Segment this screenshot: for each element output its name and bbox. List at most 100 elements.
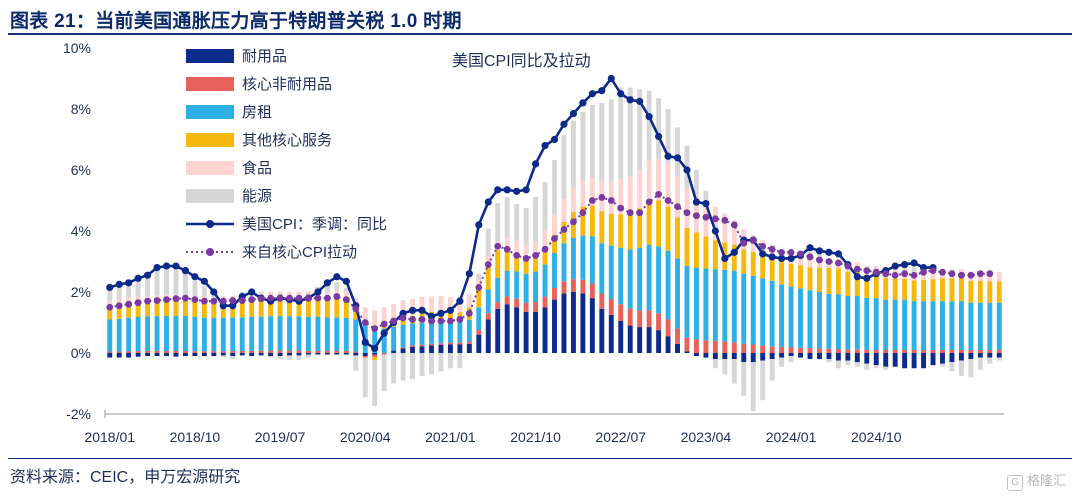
- legend: 耐用品核心非耐用品房租其他核心服务食品能源美国CPI：季调：同比来自核心CPI拉…: [186, 48, 387, 261]
- bar-segment: [542, 231, 548, 248]
- bar-segment: [911, 267, 917, 272]
- bar-segment: [135, 303, 141, 318]
- bar-segment: [741, 353, 747, 363]
- bar-segment: [296, 350, 302, 353]
- bar-segment: [798, 347, 804, 353]
- watermark: G 格隆汇: [1007, 470, 1066, 491]
- bar-segment: [627, 212, 633, 250]
- bar-segment: [466, 319, 472, 342]
- bar-segment: [864, 353, 870, 364]
- bar-segment: [769, 280, 775, 347]
- bar-segment: [438, 295, 444, 312]
- cpi-yoy-point: [371, 344, 379, 353]
- bar-segment: [552, 288, 557, 300]
- bar-segment: [958, 278, 964, 302]
- bar-segment: [438, 343, 444, 345]
- core-contribution-point: [295, 294, 303, 302]
- core-contribution-point: [617, 204, 625, 212]
- bar-segment: [703, 268, 709, 341]
- bar-segment: [164, 270, 169, 295]
- cpi-yoy-point: [484, 198, 492, 206]
- bar-segment: [334, 353, 340, 355]
- cpi-yoy-point: [891, 262, 899, 270]
- bar-segment: [145, 274, 151, 296]
- bar-segment: [873, 349, 879, 353]
- bar-segment: [807, 290, 813, 349]
- bar-segment: [230, 350, 236, 353]
- bar-segment: [637, 170, 643, 209]
- bar-segment: [996, 357, 1002, 361]
- bar-segment: [741, 362, 747, 396]
- bar-segment: [599, 243, 605, 294]
- core-contribution-point: [522, 255, 530, 262]
- cpi-yoy-point: [626, 96, 634, 104]
- cpi-yoy-point: [806, 244, 814, 252]
- bar-segment: [949, 301, 955, 350]
- bar-segment: [154, 350, 160, 353]
- core-contribution-point: [797, 250, 804, 258]
- bar-segment: [769, 256, 775, 281]
- bar-segment: [608, 99, 614, 182]
- cpi-yoy-point: [815, 247, 824, 255]
- bar-segment: [826, 359, 832, 363]
- bar-segment: [220, 353, 226, 356]
- bar-segment: [618, 304, 624, 321]
- bar-segment: [447, 321, 453, 343]
- bar-segment: [854, 271, 860, 296]
- bar-segment: [930, 279, 936, 302]
- bar-segment: [164, 350, 169, 353]
- core-contribution-point: [532, 252, 539, 259]
- bar-segment: [760, 253, 766, 279]
- watermark-text: 格隆汇: [1026, 473, 1066, 488]
- bar-segment: [296, 355, 302, 361]
- bar-segment: [930, 301, 936, 350]
- core-contribution-point: [939, 268, 946, 276]
- core-contribution-point: [428, 317, 435, 325]
- bar-segment: [693, 339, 699, 353]
- core-contribution-point: [200, 297, 208, 305]
- bar-segment: [817, 348, 822, 353]
- bar-segment: [514, 240, 520, 253]
- bar-segment: [447, 296, 453, 313]
- bar-segment: [608, 314, 614, 353]
- core-contribution-point: [352, 305, 360, 313]
- bar-segment: [589, 178, 595, 206]
- x-tick-label: 2018/01: [84, 429, 135, 445]
- cpi-yoy-point: [446, 306, 455, 314]
- bar-segment: [116, 306, 122, 319]
- bar-segment: [561, 293, 567, 353]
- bar-segment: [684, 266, 690, 338]
- bar-segment: [712, 269, 718, 341]
- bar-segment: [343, 291, 349, 300]
- bar-segment: [391, 350, 397, 353]
- legend-label: 美国CPI：季调：同比: [242, 216, 387, 233]
- bar-segment: [154, 270, 160, 296]
- legend-swatch: [186, 49, 234, 63]
- footer-rule: [8, 458, 1072, 459]
- bar-segment: [429, 322, 434, 344]
- cpi-yoy-point: [115, 280, 123, 288]
- cpi-yoy-point: [579, 99, 587, 107]
- bar-segment: [731, 359, 737, 384]
- cpi-yoy-point: [711, 227, 719, 235]
- bar-segment: [788, 356, 794, 363]
- core-contribution-point: [115, 302, 123, 310]
- bar-segment: [391, 353, 397, 384]
- x-tick-label: 2020/04: [340, 429, 391, 445]
- bar-segment: [892, 299, 898, 350]
- bar-segment: [438, 321, 444, 344]
- bar-segment: [618, 320, 624, 353]
- core-contribution-point: [371, 325, 379, 332]
- bar-segment: [883, 366, 889, 370]
- y-tick-label: 6%: [71, 162, 91, 178]
- bar-segment: [287, 316, 292, 351]
- core-contribution-point: [447, 317, 454, 325]
- bar-segment: [769, 353, 775, 360]
- x-tick-label: 2023/04: [681, 429, 732, 445]
- axis-layer: -2% 0% 2% 4% 6% 8% 10% 2018/01 2018/10 2019/07 202…: [63, 40, 1004, 445]
- bar-segment: [419, 346, 425, 353]
- bar-segment: [201, 351, 207, 353]
- bar-segment: [324, 317, 330, 351]
- bar-segment: [201, 286, 207, 297]
- bar-segment: [485, 256, 491, 266]
